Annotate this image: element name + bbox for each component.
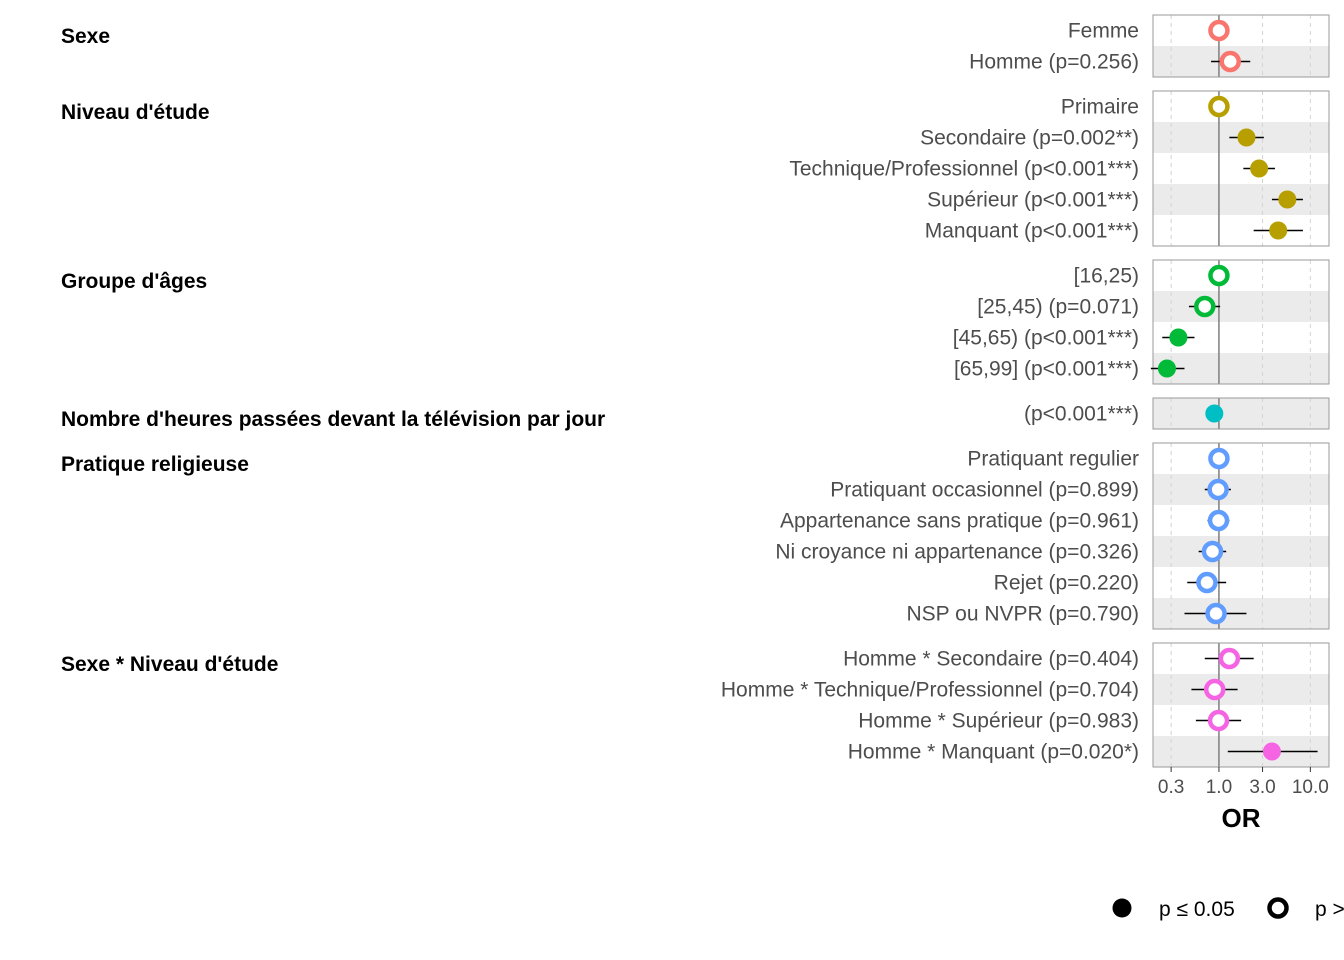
row-label: [65,99] (p<0.001***) xyxy=(954,358,1139,381)
panel-border xyxy=(1152,14,1330,78)
panel-border xyxy=(1152,642,1330,768)
row-label: Homme (p=0.256) xyxy=(969,51,1139,74)
estimate-point xyxy=(1208,19,1230,42)
legend-label: p > 0.05 xyxy=(1315,898,1344,921)
row-label: Supérieur (p<0.001***) xyxy=(927,189,1139,212)
row-band xyxy=(1153,398,1329,429)
row-band xyxy=(1153,674,1329,705)
estimate-point xyxy=(1208,264,1230,287)
row-label: Secondaire (p=0.002**) xyxy=(920,127,1139,150)
group-4: Pratique religieuse Pratiquant regulier Pr… xyxy=(61,442,1330,630)
group-1: Niveau d'étude Primaire Secondaire (p=0.00… xyxy=(61,90,1330,247)
estimate-point-significant xyxy=(1205,404,1224,423)
estimate-point-significant xyxy=(1262,742,1281,761)
row-label: Pratiquant occasionnel (p=0.899) xyxy=(830,479,1139,502)
row-label: Homme * Supérieur (p=0.983) xyxy=(858,710,1139,733)
estimate-point-significant xyxy=(1269,221,1288,240)
x-axis-title: OR xyxy=(1222,803,1261,833)
group-title: Nombre d'heures passées devant la télévi… xyxy=(61,408,605,431)
group-title: Pratique religieuse xyxy=(61,453,249,476)
estimate-point-significant xyxy=(1250,159,1269,178)
estimate-point xyxy=(1219,50,1242,73)
estimate-point xyxy=(1196,571,1218,594)
row-label: Technique/Professionnel (p<0.001***) xyxy=(789,158,1139,181)
row-label: Manquant (p<0.001***) xyxy=(925,220,1139,243)
group-0: Sexe Femme Homme (p=0.256) xyxy=(61,14,1330,78)
group-5: Sexe * Niveau d'étude Homme * Secondaire … xyxy=(61,642,1330,768)
panel-border xyxy=(1152,397,1330,430)
group-title: Sexe xyxy=(61,25,110,48)
x-axis: 0.3 1.0 3.0 10.0 OR xyxy=(1158,767,1329,833)
x-tick-label: 1.0 xyxy=(1206,777,1232,798)
legend-label: p ≤ 0.05 xyxy=(1159,898,1235,921)
estimate-point-significant xyxy=(1169,328,1188,347)
estimate-point-significant xyxy=(1157,359,1176,378)
row-label: Homme * Manquant (p=0.020*) xyxy=(848,741,1139,764)
row-band xyxy=(1153,291,1329,322)
estimate-point-significant xyxy=(1237,128,1256,147)
row-label: (p<0.001***) xyxy=(1024,403,1139,426)
legend-key-filled xyxy=(1112,898,1132,918)
panel-border xyxy=(1152,442,1330,630)
row-label: Pratiquant regulier xyxy=(967,448,1139,471)
estimate-point xyxy=(1208,447,1230,470)
estimate-point xyxy=(1203,678,1226,701)
estimate-point xyxy=(1207,709,1230,732)
group-3: Nombre d'heures passées devant la télévi… xyxy=(61,397,1330,431)
group-2: Groupe d'âges [16,25) [25,45) (p=0.071) [45… xyxy=(61,259,1330,385)
estimate-point xyxy=(1194,295,1216,318)
estimate-point xyxy=(1208,95,1230,118)
row-label: Homme * Technique/Professionnel (p=0.704… xyxy=(721,679,1139,702)
estimate-point xyxy=(1205,602,1227,625)
row-label: Femme xyxy=(1068,20,1139,43)
group-title: Groupe d'âges xyxy=(61,270,207,293)
row-label: Primaire xyxy=(1061,96,1139,119)
estimate-point xyxy=(1201,540,1224,563)
row-label: Appartenance sans pratique (p=0.961) xyxy=(780,510,1139,533)
estimate-point xyxy=(1207,509,1230,532)
row-label: Rejet (p=0.220) xyxy=(994,572,1139,595)
group-title: Sexe * Niveau d'étude xyxy=(61,653,278,676)
x-tick-label: 10.0 xyxy=(1292,777,1329,798)
row-label: [16,25) xyxy=(1074,265,1139,288)
panel-border xyxy=(1152,90,1330,247)
group-title: Niveau d'étude xyxy=(61,101,210,124)
panel-border xyxy=(1152,259,1330,385)
legend: p ≤ 0.05 p > 0.05 xyxy=(1112,897,1344,921)
x-tick-label: 0.3 xyxy=(1158,777,1184,798)
estimate-point xyxy=(1207,478,1229,501)
row-label: NSP ou NVPR (p=0.790) xyxy=(907,603,1140,626)
row-label: Homme * Secondaire (p=0.404) xyxy=(843,648,1139,671)
row-label: [25,45) (p=0.071) xyxy=(977,296,1139,319)
estimate-point-significant xyxy=(1278,190,1297,209)
legend-key-hollow xyxy=(1267,897,1289,919)
x-tick-label: 3.0 xyxy=(1249,777,1275,798)
row-band xyxy=(1153,474,1329,505)
estimate-point xyxy=(1218,647,1241,670)
row-band xyxy=(1153,536,1329,567)
row-label: Ni croyance ni appartenance (p=0.326) xyxy=(775,541,1139,564)
row-label: [45,65) (p<0.001***) xyxy=(953,327,1139,350)
